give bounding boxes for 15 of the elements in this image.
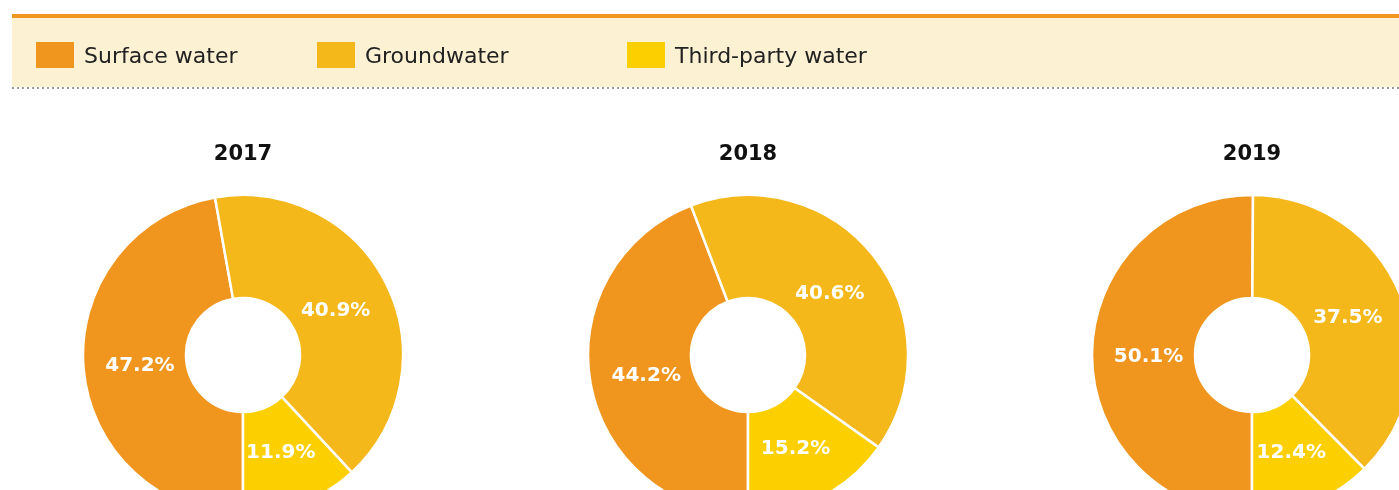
data-label: 50.1% (1113, 342, 1184, 367)
data-label: 40.9% (300, 296, 371, 321)
chart-title: 2019 (1222, 141, 1282, 165)
data-label: 40.6% (795, 279, 865, 304)
chart-title: 2018 (718, 141, 778, 165)
legend-label: Groundwater (365, 43, 510, 68)
data-label: 37.5% (1313, 303, 1383, 328)
data-label: 44.2% (611, 361, 681, 386)
data-label: 47.2% (105, 352, 175, 377)
data-label: 11.9% (246, 439, 316, 464)
text: 2017 (213, 141, 273, 165)
legend-label: Third-party water (674, 43, 868, 68)
data-label: 12.4% (1256, 438, 1326, 463)
legend-label: Surface water (84, 43, 239, 68)
data-label: 15.2% (760, 434, 831, 459)
